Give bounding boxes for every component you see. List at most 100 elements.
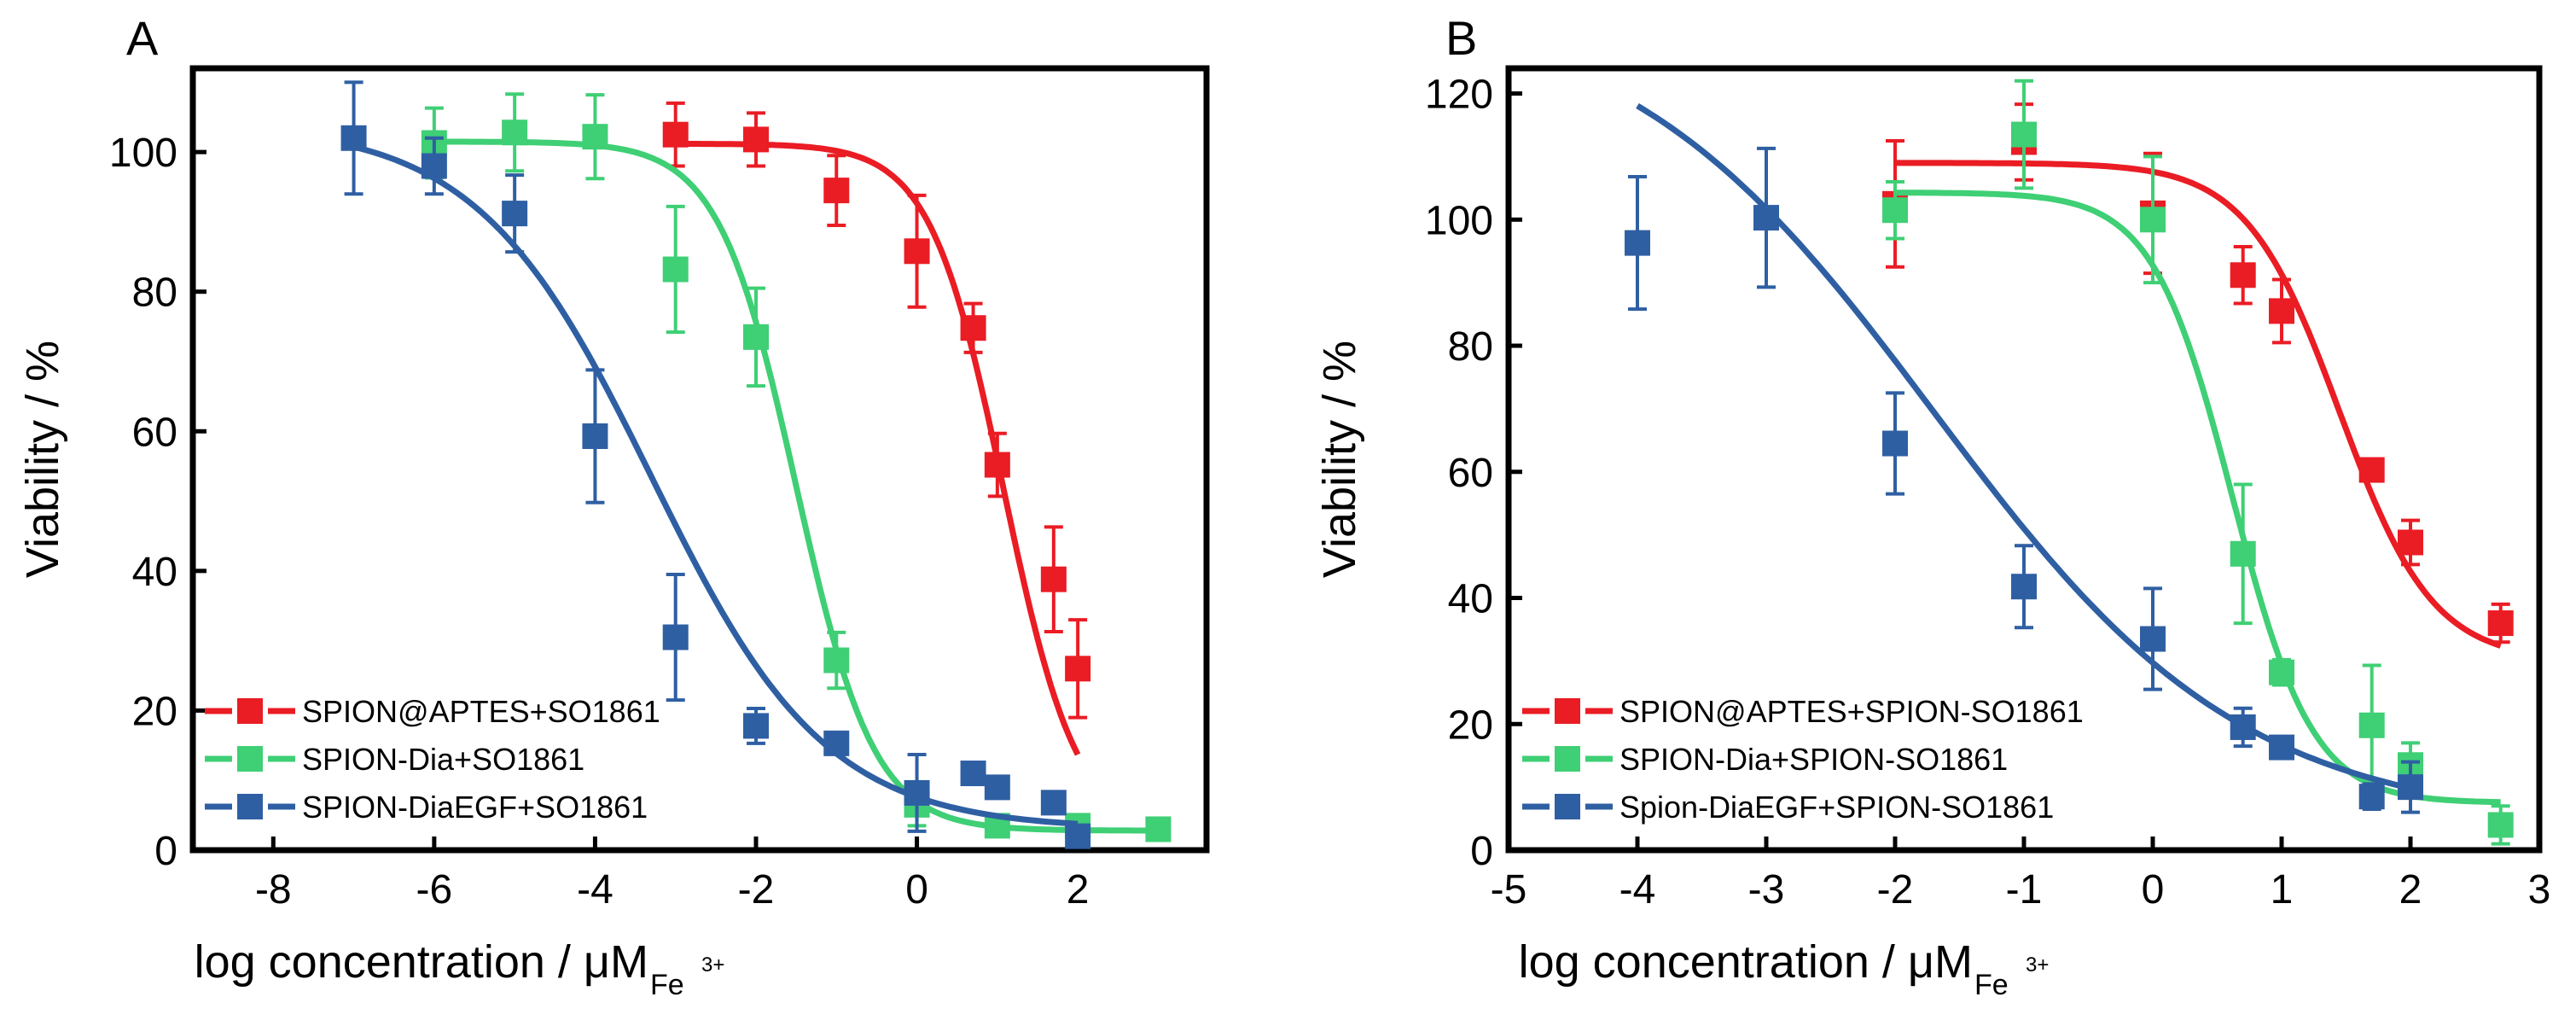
panel-a-x-axis-label: log concentration / μM Fe 3+ [195,936,725,1001]
panel-b-series-1-point [2398,529,2423,556]
panel-b-ticks: -5 -4 -3 -2 -1 0 1 2 3 0 20 40 60 80 100 120 [1425,73,2550,912]
panel-a-series-3-point [421,153,447,179]
panel-b-series-3-point [2230,714,2256,740]
panel-b-x-tick-label: 0 [2142,867,2165,912]
panel-a-x-tick-label: 2 [1067,867,1090,912]
panel-b-x-axis-label-subscript: Fe [1974,969,2009,1001]
panel-a-series-2-point [582,124,608,150]
panel-b-x-tick-label: -5 [1491,867,1527,912]
panel-b: B -5 -4 -3 -2 -1 0 1 2 3 0 20 40 60 80 100 120 SPION@AP… [1314,11,2550,1001]
panel-a-series-1-point [1065,656,1091,682]
panel-b-x-tick-label: -1 [2006,867,2043,912]
panel-a-series-3-point [582,423,608,450]
panel-b-legend-entry: Spion-DiaEGF+SPION-SO1861 [1522,790,2054,825]
panel-a-series-2-fit-curve [433,138,1159,834]
panel-a-series-2-point [662,256,689,283]
panel-a-y-axis-label: Viability / % [17,341,68,578]
panel-b-x-tick-label: -3 [1748,867,1785,912]
panel-b-x-tick-label: 3 [2528,867,2551,912]
panel-a-y-tick-label: 40 [132,550,177,595]
panel-b-series-3-point [2269,734,2294,761]
panel-a-y-tick-label: 0 [154,829,177,874]
panel-b-marks [1625,79,2514,846]
panel-b-legend: SPION@APTES+SPION-SO1861 SPION-Dia+SPION-… [1522,694,2084,825]
panel-a-series-3-point [960,761,986,787]
panel-b-series-3-point [1882,430,1908,457]
panel-b-series-2-point [2358,712,2385,738]
panel-a-x-tick-label: -8 [255,867,292,912]
panel-a-x-tick-label: 0 [905,867,928,912]
panel-a-series-2-point [823,647,850,673]
panel-b-series-2-point [1882,197,1908,224]
panel-b-series-2-point [2140,207,2166,233]
panel-a-legend-entry: SPION-DiaEGF+SO1861 [205,790,648,825]
panel-b-legend-marker [1555,746,1580,772]
panel-b-series-3-fit-curve [1636,102,2411,791]
panel-a-series-3-point [823,730,850,756]
panel-a-series-1-point [823,178,850,204]
panel-a-series-1-point [743,126,769,153]
panel-a-x-axis-label-superscript: 3+ [701,953,724,976]
panel-b-series-2-point [2269,659,2294,685]
panel-b-series-3-point [2011,574,2037,600]
panel-b-series-1-point [2269,298,2294,324]
panel-a-x-tick-label: -2 [738,867,775,912]
panel-b-y-tick-label: 60 [1448,451,1493,496]
panel-b-legend-label: SPION@APTES+SPION-SO1861 [1619,694,2084,729]
panel-b-series-2-point [2487,812,2514,838]
panel-a-marks [340,80,1172,849]
panel-a-series-3-fit-curve [352,143,1079,827]
panel-a-series-3-point [904,779,930,806]
panel-b-series-3-point [1625,230,1650,256]
panel-a-y-tick-label: 60 [132,410,177,455]
panel-a-series-2-point [743,324,769,350]
panel-a-legend-label: SPION@APTES+SO1861 [302,694,660,729]
panel-b-series-1-point [2487,610,2514,637]
panel-a-legend: SPION@APTES+SO1861 SPION-Dia+SO1861 SPION-… [205,694,660,825]
panel-a-legend-marker [237,794,263,819]
panel-a-x-axis-label-subscript: Fe [650,969,684,1001]
panel-a-series-3-point [984,774,1010,801]
panel-b-y-tick-label: 40 [1448,577,1493,622]
panel-b-legend-entry: SPION@APTES+SPION-SO1861 [1522,694,2084,729]
panel-b-series-3-point [2358,784,2385,810]
panel-b-x-axis-label-main: log concentration / μM [1519,936,1973,988]
panel-b-y-tick-label: 20 [1448,702,1493,748]
panel-b-legend-marker [1555,794,1580,819]
panel-a-legend-marker [237,746,263,772]
panel-a-series-3-point [1065,823,1091,849]
panel-a-legend-entry: SPION-Dia+SO1861 [205,742,584,777]
panel-a-legend-label: SPION-Dia+SO1861 [302,742,584,777]
panel-b-y-tick-label: 100 [1425,198,1493,243]
panel-a-series-3-point [340,125,367,151]
panel-a-series-3-point [743,713,769,739]
panel-a-y-tick-label: 100 [109,131,177,176]
panel-a-x-tick-label: -6 [416,867,453,912]
panel-a-series-1-point [662,121,689,148]
panel-b-series-2-point [2230,540,2256,567]
panel-b-series-3-point [1753,205,1779,231]
panel-b-label: B [1445,11,1477,65]
panel-b-x-axis-label: log concentration / μM Fe 3+ [1519,936,2050,1001]
panel-a-legend-entry: SPION@APTES+SO1861 [205,694,660,729]
panel-b-series-1-point [2230,262,2256,289]
panel-b-legend-label: Spion-DiaEGF+SPION-SO1861 [1619,790,2054,825]
panel-a-series-3-point [502,201,528,227]
panel-b-y-tick-label: 0 [1470,829,1493,874]
panel-a-series-1-fit-curve [675,140,1081,756]
panel-b-y-tick-label: 120 [1425,73,1493,118]
panel-a-y-tick-label: 80 [132,271,177,316]
panel-b-x-tick-label: -2 [1877,867,1914,912]
panel-b-x-tick-label: 2 [2399,867,2422,912]
panel-a-plot-frame [189,65,1210,854]
panel-a-series-1-point [960,315,986,341]
panel-b-series-1-fit-curve [1894,160,2502,649]
panel-a-series-1-point [1040,566,1067,592]
panel-a-series-3-point [662,624,689,650]
panel-b-x-tick-label: -4 [1619,867,1656,912]
panel-b-y-tick-label: 80 [1448,324,1493,370]
panel-a-series-1-point [904,238,930,265]
